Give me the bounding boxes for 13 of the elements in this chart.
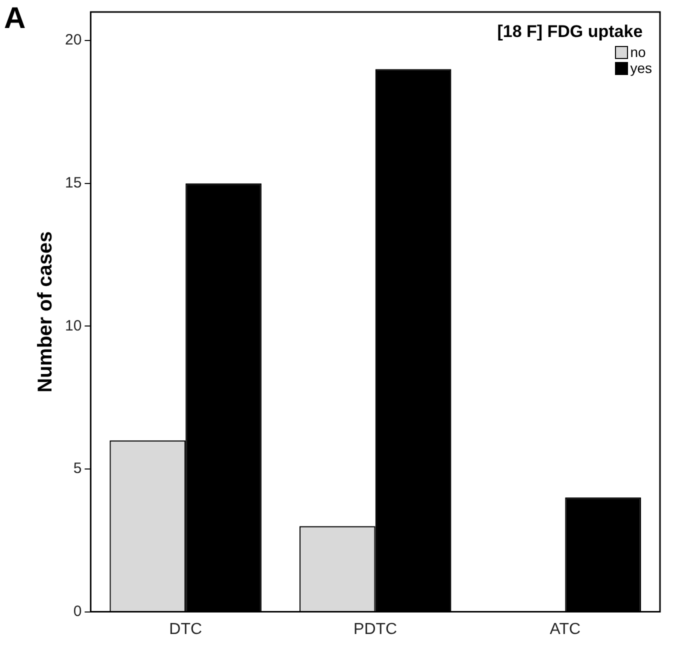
y-tick-label: 20 — [64, 32, 82, 49]
legend-title: [18 F] FDG uptake — [497, 22, 644, 42]
y-tick-label: 0 — [73, 602, 82, 620]
x-tick-label: PDTC — [354, 620, 398, 638]
y-tick-label: 15 — [64, 174, 82, 192]
legend-label: no — [630, 44, 646, 60]
text: A — [4, 2, 26, 36]
legend-label: yes — [630, 60, 652, 76]
y-tick-label: 10 — [64, 317, 82, 334]
x-tick-label: ATC — [550, 620, 581, 638]
y-axis-title: Number of cases — [34, 231, 57, 392]
x-tick-label: DTC — [169, 620, 202, 638]
y-tick-label: 5 — [73, 460, 82, 478]
